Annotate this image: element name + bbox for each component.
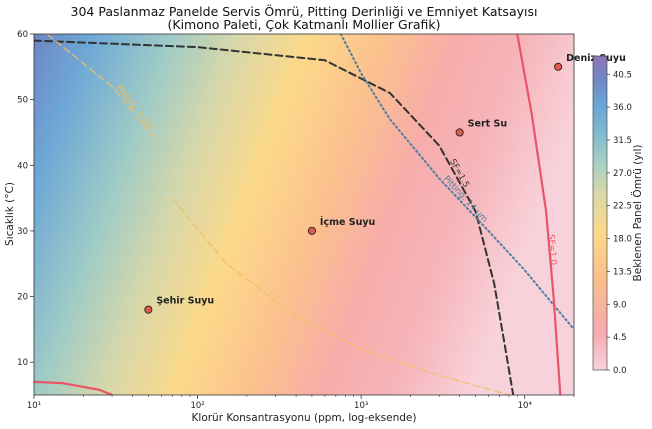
sf-1-5-line: [34, 39, 515, 395]
x-tick-label: 10¹: [27, 401, 41, 411]
y-tick-label: 40: [17, 161, 28, 171]
point-label-sehir-suyu: Şehir Suyu: [156, 296, 214, 307]
colorbar-tick-label: 13.5: [613, 267, 632, 277]
y-axis-label: Sıcaklık (°C): [4, 182, 16, 246]
x-tick-label: 10³: [354, 401, 368, 411]
chart-title: 304 Paslanmaz Panelde Servis Ömrü, Pitti…: [71, 3, 538, 19]
colorbar-tick-label: 36.0: [613, 103, 632, 113]
sf-1-0-line: [516, 34, 562, 395]
point-label-sert-su: Sert Su: [468, 118, 507, 129]
contour-field: [34, 34, 574, 395]
point-sehir-suyu: [144, 305, 153, 314]
colorbar-tick-label: 18.0: [613, 235, 632, 245]
point-label-icme-suyu: İçme Suyu: [320, 217, 375, 228]
contour-lines: [34, 34, 574, 395]
y-axis-ticks: 10 20 30 40 50 60: [17, 30, 34, 368]
x-axis-ticks: 10¹ 10² 10³ 10⁴: [27, 395, 575, 411]
colorbar-tick-label: 4.5: [613, 333, 627, 343]
chart-subtitle: (Kimono Paleti, Çok Katmanlı Mollier Gra…: [168, 17, 441, 32]
y-tick-label: 30: [17, 227, 28, 237]
colorbar-label: Beklenen Panel Ömrü (yıl): [631, 145, 644, 282]
pitting-14-m-line: [339, 34, 574, 331]
pitting-4-m-line: [46, 34, 156, 140]
x-axis-label: Klorür Konsantrasyonu (ppm, log-eksende): [192, 412, 417, 424]
sf-1-0-label: SF=1.0: [545, 234, 558, 266]
colorbar-tick-label: 40.5: [613, 70, 632, 80]
colorbar-tick-label: 22.5: [613, 202, 632, 212]
colorbar-tick-label: 0.0: [613, 366, 627, 376]
contour-segment-3-line: [34, 380, 114, 395]
colorbar: 0.0 4.5 9.0 13.5 18.0 22.5 27.0 31.5 36.0 40.5 Be…: [592, 55, 644, 376]
y-tick-label: 60: [17, 30, 28, 40]
x-tick-label: 10⁴: [518, 401, 533, 411]
colorbar-tick-label: 9.0: [613, 300, 627, 310]
colorbar-gradient: [592, 55, 608, 371]
x-tick-label: 10²: [190, 401, 204, 411]
plot-frame: [33, 33, 575, 396]
colorbar-tick-label: 27.0: [613, 169, 632, 179]
colorbar-tick-label: 31.5: [613, 136, 632, 146]
contour-segment-5-line: [171, 197, 510, 395]
point-deniz-suyu: [554, 62, 563, 71]
point-icme-suyu: [307, 226, 316, 235]
y-tick-label: 20: [17, 293, 28, 303]
colorbar-ticks: 0.0 4.5 9.0 13.5 18.0 22.5 27.0 31.5 36.0 40.5: [607, 70, 632, 376]
y-tick-label: 50: [17, 96, 28, 106]
point-sert-su: [455, 128, 464, 137]
y-tick-label: 10: [17, 358, 28, 368]
